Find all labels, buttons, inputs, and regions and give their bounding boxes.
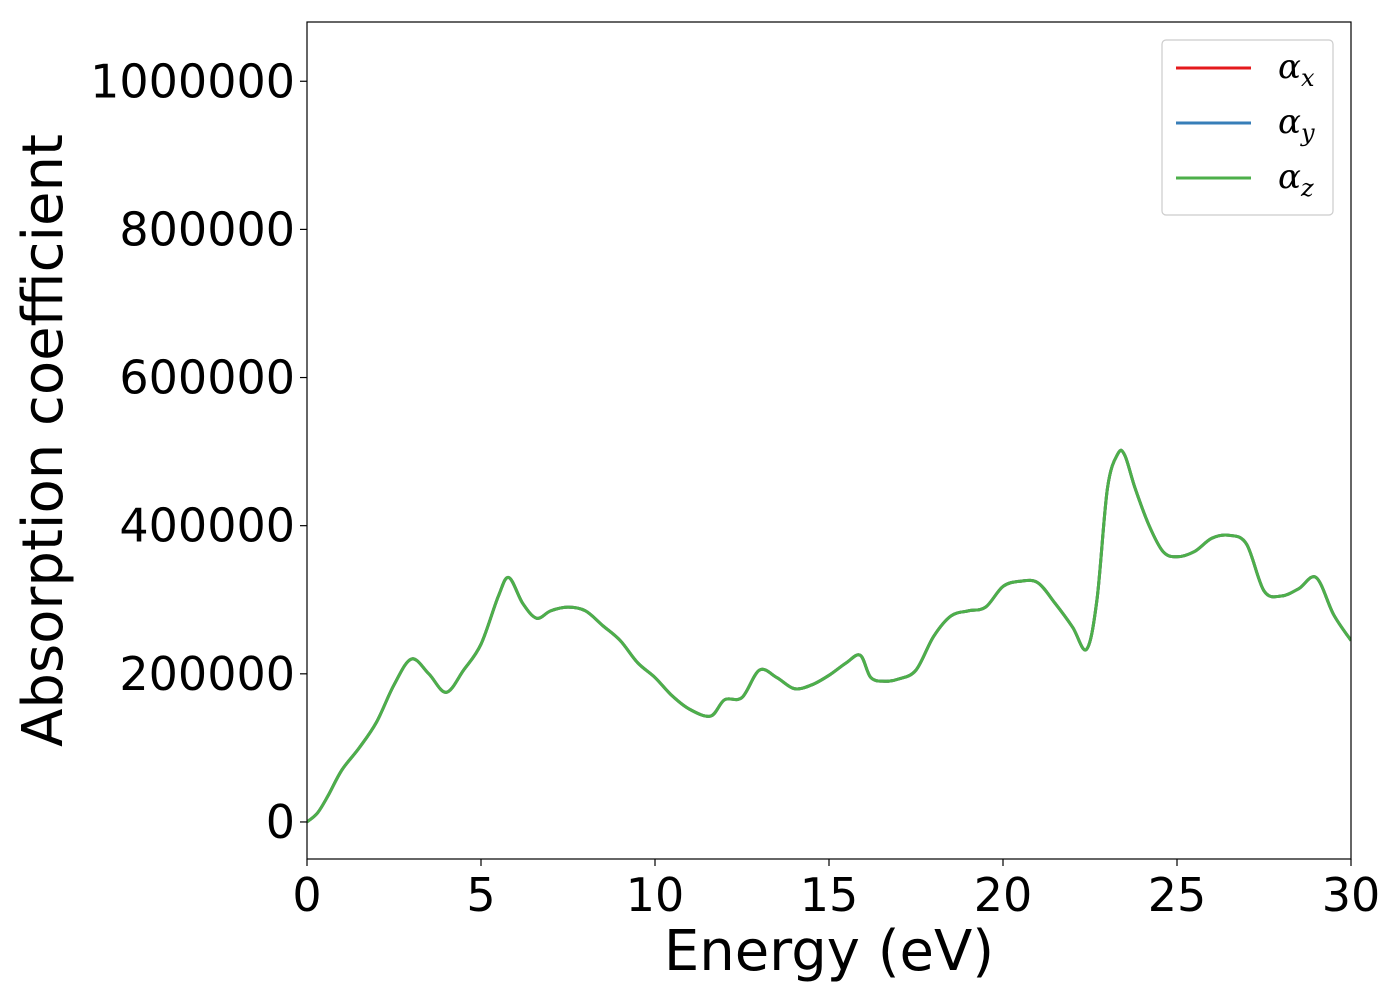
legend-label-x: αx	[1278, 47, 1315, 92]
series-line-z	[307, 448, 1351, 824]
x-tick-label: 15	[800, 868, 859, 922]
x-tick-label: 5	[466, 868, 495, 922]
y-tick-label: 1000000	[90, 54, 295, 108]
x-axis-label: Energy (eV)	[664, 919, 994, 984]
x-tick-label: 30	[1322, 868, 1381, 922]
legend-label-y: αy	[1278, 102, 1315, 147]
y-axis-label: Absorption coefficient	[11, 134, 76, 747]
y-tick-label: 0	[266, 795, 295, 849]
x-axis-ticks: 0 5 10 15 20 25 30	[292, 859, 1380, 922]
legend-box	[1161, 39, 1334, 216]
y-tick-label: 400000	[119, 499, 295, 553]
x-tick-label: 0	[292, 868, 321, 922]
legend-label-z: αz	[1278, 157, 1314, 202]
x-tick-label: 10	[626, 868, 685, 922]
y-tick-label: 800000	[119, 202, 295, 256]
y-tick-label: 200000	[119, 647, 295, 701]
x-tick-label: 25	[1148, 868, 1207, 922]
x-tick-label: 20	[974, 868, 1033, 922]
legend: αx αy αz	[1161, 39, 1334, 216]
y-tick-label: 600000	[119, 351, 295, 405]
y-axis-ticks: 0 200000 400000 600000 800000 1000000	[90, 54, 307, 849]
series-layer	[307, 448, 1351, 824]
